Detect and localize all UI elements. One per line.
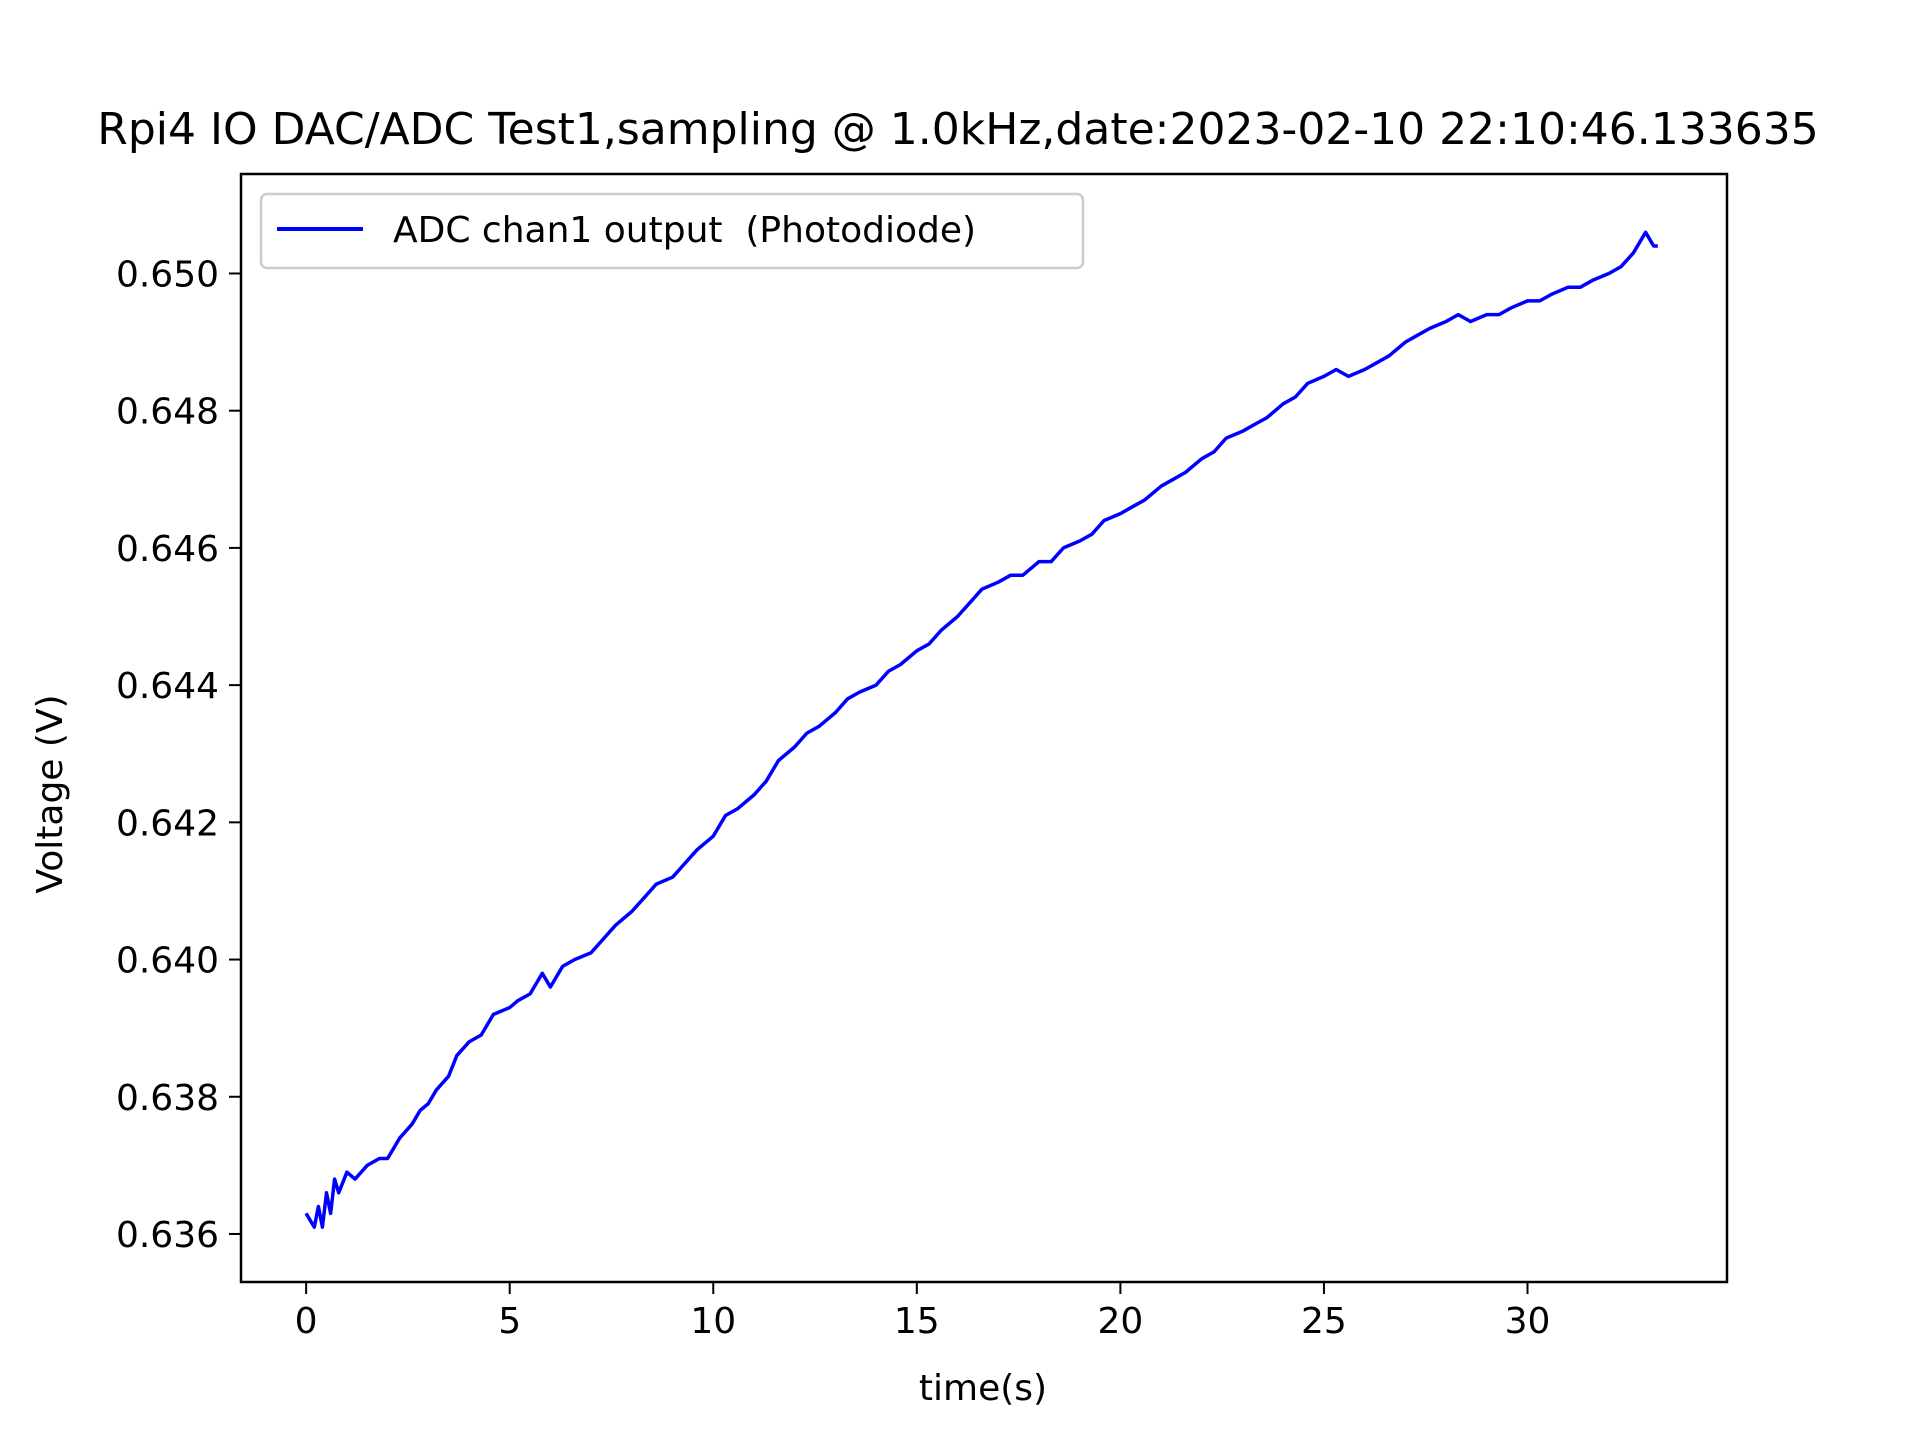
y-tick-label: 0.638: [116, 1078, 219, 1119]
legend: ADC chan1 output (Photodiode): [259, 192, 1085, 270]
plot-frame: [239, 172, 1729, 1284]
y-tick-label: 0.648: [116, 392, 219, 433]
y-axis-label: Voltage (V): [30, 694, 71, 893]
y-tick-label: 0.642: [116, 803, 219, 844]
series-line: [304, 230, 1658, 1229]
y-tick-label: 0.640: [116, 941, 219, 982]
y-tick-label: 0.636: [116, 1215, 219, 1256]
y-tick-label: 0.646: [116, 529, 219, 570]
x-tick-label: 15: [894, 1301, 940, 1342]
x-tick-label: 30: [1505, 1301, 1551, 1342]
x-tick-label: 25: [1301, 1301, 1347, 1342]
y-tick-label: 0.650: [116, 254, 219, 295]
plot-area: [304, 230, 1658, 1229]
y-axis: 0.636 0.638 0.640 0.642 0.644 0.646 0.648 0.650: [116, 254, 241, 1256]
x-axis: 0 5 10 15 20 25 30: [295, 1282, 1551, 1342]
x-axis-label: time(s): [919, 1368, 1047, 1409]
legend-label: ADC chan1 output (Photodiode): [393, 210, 976, 251]
y-tick-label: 0.644: [116, 666, 219, 707]
x-tick-label: 20: [1097, 1301, 1143, 1342]
chart-title: Rpi4 IO DAC/ADC Test1,sampling @ 1.0kHz,…: [97, 104, 1818, 155]
x-tick-label: 5: [498, 1301, 521, 1342]
x-tick-label: 0: [295, 1301, 318, 1342]
x-tick-label: 10: [690, 1301, 736, 1342]
legend-box: [259, 192, 1085, 270]
